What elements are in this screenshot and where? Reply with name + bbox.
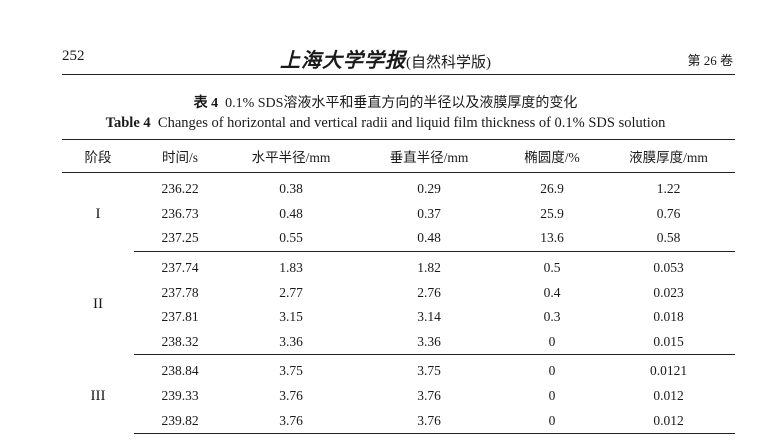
table-cell: 236.73 <box>161 205 199 221</box>
table-cell: 0 <box>548 363 556 379</box>
table-cell: 3.14 <box>417 309 441 325</box>
page-number: 252 <box>62 48 85 64</box>
table-cell: 3.75 <box>417 363 441 379</box>
caption-chinese: 表 4 0.1% SDS溶液水平和垂直方向的半径以及液膜厚度的变化 <box>0 92 771 112</box>
table-body: I 236.22 0.38 0.29 26.9 1.22 236.73 0.48 0.37 25.… <box>62 173 735 434</box>
table-cell: 1.83 <box>279 260 303 276</box>
table-cell: 0.018 <box>653 309 684 325</box>
table-cell: 237.81 <box>161 309 199 325</box>
table-cell: 0.48 <box>356 226 502 252</box>
table-cell: 3.76 <box>226 408 356 434</box>
table-cell: 0.4 <box>543 284 561 300</box>
table-cell: 0.012 <box>602 408 735 434</box>
table-cell: 3.15 <box>279 309 303 325</box>
table-cell: 3.36 <box>226 329 356 356</box>
column-header: 阶段 <box>62 139 134 173</box>
table-cell: 3.76 <box>279 388 303 404</box>
table-row: I 236.22 0.38 0.29 26.9 1.22 <box>62 173 735 221</box>
table-cell: 0.3 <box>543 309 561 325</box>
journal-title: 上海大学学报(自然科学版) <box>0 44 771 73</box>
table-cell: 238.84 <box>161 363 199 379</box>
table-cell: 0.38 <box>279 181 303 197</box>
table-cell: 0.48 <box>279 205 303 221</box>
table-cell: 0.76 <box>656 205 681 221</box>
table-header-row: 阶段 时间/s 水平半径/mm 垂直半径/mm 椭圆度/% 液膜厚度/mm <box>62 139 735 173</box>
journal-edition: (自然科学版) <box>406 55 491 71</box>
table-row: 237.25 0.55 0.48 13.6 0.58 <box>62 226 735 252</box>
table-cell: 237.78 <box>161 284 199 300</box>
table-cell: 25.9 <box>540 205 564 221</box>
table-cell: 26.9 <box>540 181 564 197</box>
table-cell: 1.22 <box>656 181 681 197</box>
column-header: 时间/s <box>134 139 226 173</box>
table-cell: 0.0121 <box>649 363 688 379</box>
table-cell: 0.55 <box>226 226 356 252</box>
caption-english: Table 4 Changes of horizontal and vertic… <box>0 115 771 132</box>
table-row: II 237.74 1.83 1.82 0.5 0.053 <box>62 251 735 312</box>
table-cell: 3.36 <box>356 329 502 356</box>
table-cell: 238.32 <box>134 329 226 356</box>
stage-cell: II <box>93 296 103 313</box>
table-cell: 236.22 <box>161 181 199 197</box>
table-cell: 1.82 <box>417 260 441 276</box>
table-cell: 3.76 <box>417 388 441 404</box>
table-cell: 239.33 <box>161 388 199 404</box>
stage-cell: I <box>95 205 101 222</box>
table-cell: 0 <box>502 329 602 356</box>
table-cell: 3.75 <box>279 363 303 379</box>
table-row: III 238.84 3.75 3.75 0 0.0121 <box>62 355 735 403</box>
volume-label: 第 26 卷 <box>687 53 733 68</box>
table-cell: 239.82 <box>134 408 226 434</box>
stage-cell: III <box>90 387 106 404</box>
table-cell: 0.29 <box>417 181 441 197</box>
table-row: 237.81 3.15 3.14 0.3 0.018 <box>62 305 735 330</box>
column-header: 水平半径/mm <box>226 139 356 173</box>
table-cell: 0 <box>502 408 602 434</box>
table-cell: 0.012 <box>653 388 684 404</box>
table-row: 239.33 3.76 3.76 0 0.012 <box>62 384 735 409</box>
table-row: 238.32 3.36 3.36 0 0.015 <box>62 329 735 356</box>
caption-en-text: Changes of horizontal and vertical radii… <box>157 115 666 131</box>
table-cell: 0.023 <box>653 284 684 300</box>
caption-cn-label: 表 4 <box>193 96 219 111</box>
table-row: 236.73 0.48 0.37 25.9 0.76 <box>62 202 735 227</box>
table-cell: 0.015 <box>602 329 735 356</box>
table-cell: 237.25 <box>134 226 226 252</box>
table-cell: 0.37 <box>417 205 441 221</box>
column-header: 液膜厚度/mm <box>602 139 735 173</box>
header-rule <box>62 74 735 75</box>
caption-en-label: Table 4 <box>105 115 151 131</box>
table-cell: 0.5 <box>543 260 561 276</box>
table-cell: 13.6 <box>502 226 602 252</box>
column-header: 垂直半径/mm <box>356 139 502 173</box>
column-header: 椭圆度/% <box>502 139 602 173</box>
table-cell: 0.053 <box>653 260 684 276</box>
journal-logo: 上海大学学报 <box>280 50 406 72</box>
table-cell: 0 <box>548 388 556 404</box>
table-row: 239.82 3.76 3.76 0 0.012 <box>62 408 735 434</box>
table-cell: 237.74 <box>161 260 199 276</box>
table-cell: 2.77 <box>279 284 303 300</box>
caption-cn-text: 0.1% SDS溶液水平和垂直方向的半径以及液膜厚度的变化 <box>225 96 578 111</box>
table-cell: 0.58 <box>602 226 735 252</box>
table-row: 237.78 2.77 2.76 0.4 0.023 <box>62 280 735 305</box>
table-cell: 2.76 <box>417 284 441 300</box>
table-cell: 3.76 <box>356 408 502 434</box>
